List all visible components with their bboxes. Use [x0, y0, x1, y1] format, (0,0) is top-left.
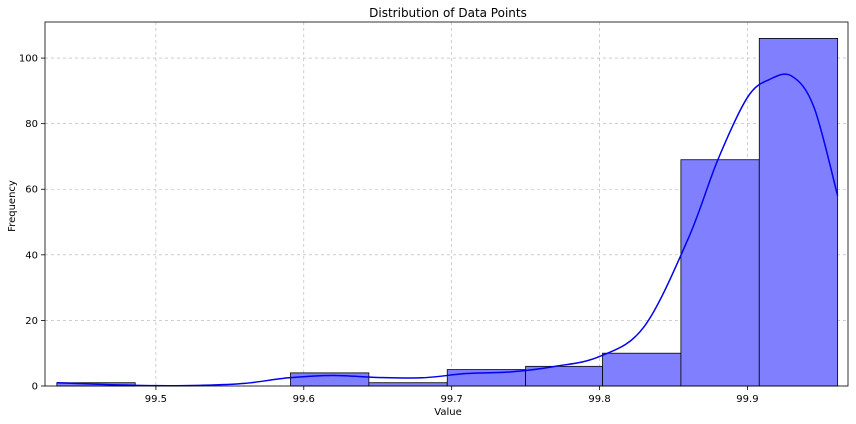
y-tick-label: 100: [19, 54, 38, 65]
histogram-bar: [602, 352, 682, 387]
x-tick-label: 99.5: [145, 394, 167, 405]
y-tick-label: 0: [32, 382, 38, 393]
x-axis-ticks: 99.5 99.6 99.7 99.8 99.9: [145, 386, 759, 405]
x-tick-label: 99.8: [588, 394, 610, 405]
histogram-bars: [56, 37, 839, 387]
y-tick-label: 40: [25, 250, 38, 261]
x-axis-title: Value: [434, 407, 461, 418]
kde-curve: [56, 73, 839, 387]
y-axis-title: Frequency: [7, 180, 18, 232]
y-tick-label: 20: [25, 316, 38, 327]
plot-frame: [44, 21, 849, 387]
y-tick-label: 60: [25, 185, 38, 196]
x-tick-label: 99.7: [441, 394, 463, 405]
histogram-bar: [758, 37, 839, 387]
x-tick-label: 99.9: [736, 394, 758, 405]
histogram-bar: [368, 382, 448, 387]
y-axis-ticks: 0 20 40 60 80 100: [19, 54, 45, 393]
y-tick-label: 80: [25, 119, 38, 130]
x-tick-label: 99.6: [293, 394, 315, 405]
histogram-bar: [680, 159, 760, 387]
chart-title: Distribution of Data Points: [369, 6, 527, 20]
